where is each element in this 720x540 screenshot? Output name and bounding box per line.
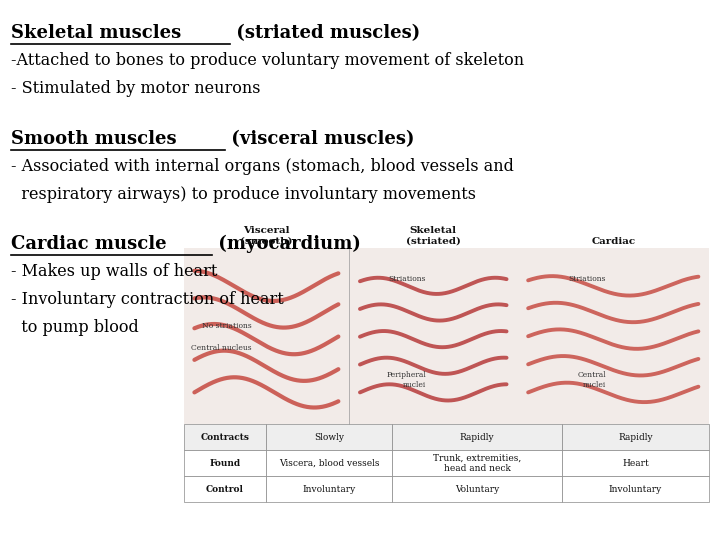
Text: Rapidly: Rapidly xyxy=(618,433,653,442)
Text: Found: Found xyxy=(210,459,240,468)
Bar xyxy=(562,450,709,476)
Text: - Involuntary contraction of heart: - Involuntary contraction of heart xyxy=(11,291,284,308)
Text: Heart: Heart xyxy=(622,459,649,468)
Text: Cardiac: Cardiac xyxy=(591,237,635,246)
Text: (myocardium): (myocardium) xyxy=(212,235,361,253)
Text: Slowly: Slowly xyxy=(315,433,344,442)
Text: Peripheral
nuclei: Peripheral nuclei xyxy=(387,372,426,389)
Text: to pump blood: to pump blood xyxy=(11,319,138,336)
Text: (visceral muscles): (visceral muscles) xyxy=(225,130,414,147)
Text: Control: Control xyxy=(206,485,244,494)
Text: No striations: No striations xyxy=(202,322,252,330)
Bar xyxy=(266,424,392,450)
Bar xyxy=(184,476,266,502)
Bar xyxy=(184,248,709,424)
Bar xyxy=(392,424,562,450)
Text: Contracts: Contracts xyxy=(201,433,249,442)
Text: (striated muscles): (striated muscles) xyxy=(230,24,420,42)
Text: Striations: Striations xyxy=(569,275,606,283)
Text: Viscera, blood vessels: Viscera, blood vessels xyxy=(279,459,379,468)
Text: -Attached to bones to produce voluntary movement of skeleton: -Attached to bones to produce voluntary … xyxy=(11,52,524,69)
Text: Central
nuclei: Central nuclei xyxy=(577,372,606,389)
Text: Skeletal
(striated): Skeletal (striated) xyxy=(406,226,461,246)
Bar xyxy=(266,476,392,502)
Text: Skeletal muscles: Skeletal muscles xyxy=(11,24,181,42)
Bar xyxy=(266,450,392,476)
Text: Central nucleus: Central nucleus xyxy=(192,344,252,352)
Text: Cardiac muscle: Cardiac muscle xyxy=(11,235,166,253)
Text: Voluntary: Voluntary xyxy=(455,485,499,494)
Text: respiratory airways) to produce involuntary movements: respiratory airways) to produce involunt… xyxy=(11,186,476,202)
Text: Smooth muscles: Smooth muscles xyxy=(11,130,176,147)
Bar xyxy=(184,450,266,476)
Text: Rapidly: Rapidly xyxy=(459,433,495,442)
Text: Striations: Striations xyxy=(389,275,426,283)
Text: Visceral
(smooth): Visceral (smooth) xyxy=(240,226,292,246)
Text: Trunk, extremities,
head and neck: Trunk, extremities, head and neck xyxy=(433,454,521,473)
Text: - Stimulated by motor neurons: - Stimulated by motor neurons xyxy=(11,80,261,97)
Bar xyxy=(392,450,562,476)
Text: - Associated with internal organs (stomach, blood vessels and: - Associated with internal organs (stoma… xyxy=(11,158,513,174)
Bar xyxy=(562,476,709,502)
Text: Involuntary: Involuntary xyxy=(303,485,356,494)
Bar xyxy=(562,424,709,450)
Text: Involuntary: Involuntary xyxy=(609,485,662,494)
Bar xyxy=(392,476,562,502)
Text: - Makes up walls of heart: - Makes up walls of heart xyxy=(11,263,217,280)
Bar xyxy=(184,424,266,450)
